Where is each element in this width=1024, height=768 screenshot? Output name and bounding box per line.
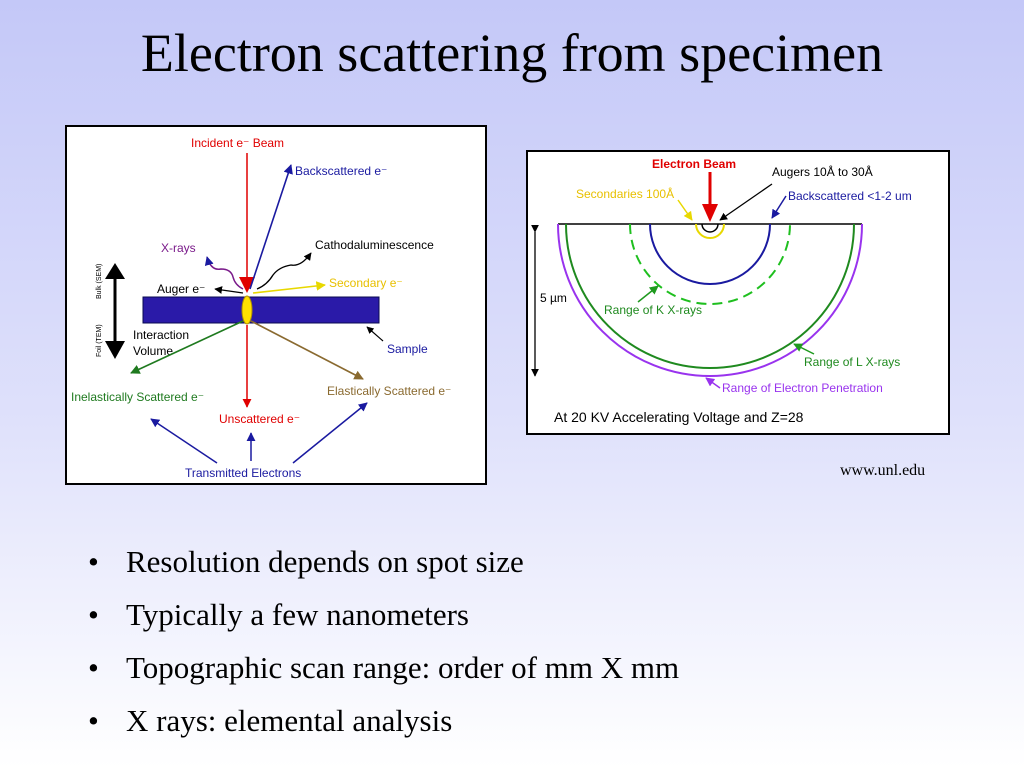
bullet-item: • Resolution depends on spot size: [84, 535, 679, 588]
sample-label: Sample: [387, 342, 428, 356]
auger-arrow: [214, 286, 244, 294]
bullet-item: • Typically a few nanometers: [84, 588, 679, 641]
interaction-volume: [241, 295, 253, 325]
range-l-label: Range of L X-rays: [804, 355, 900, 369]
l-xray-range-arc: [565, 223, 855, 369]
incident-beam-arrowhead: [239, 277, 255, 293]
foil-down-arrow: [105, 341, 125, 359]
sample-slab: [142, 296, 380, 324]
augers-pointer: [719, 183, 773, 221]
inelastic-arrow: [130, 320, 244, 374]
interaction-volume-label-1: Interaction: [133, 328, 189, 342]
depth-label: 5 µm: [540, 291, 567, 305]
secondaries-range-arc: [695, 223, 725, 239]
electron-beam-arrowhead: [702, 204, 718, 222]
backscattered-label: Backscattered e⁻: [295, 164, 387, 178]
backscatter-range-arc: [649, 223, 771, 285]
interaction-volume-label-2: Volume: [133, 344, 173, 358]
bullet-marker: •: [88, 650, 99, 685]
secondary-arrow: [252, 281, 326, 294]
xrays-label: X-rays: [161, 241, 196, 255]
secondaries-label: Secondaries 100Å: [576, 186, 674, 201]
inelastic-label: Inelastically Scattered e⁻: [71, 390, 204, 404]
bullet-text: Typically a few nanometers: [126, 597, 469, 632]
xrays-wavy-arrow: [204, 256, 244, 290]
elastic-arrow: [250, 320, 364, 380]
foil-tem-label: Foil (TEM): [96, 324, 103, 357]
bullet-text: Resolution depends on spot size: [126, 544, 524, 579]
bullet-marker: •: [88, 544, 99, 579]
electron-beam-label: Electron Beam: [652, 157, 736, 171]
augers-range-arc: [701, 223, 719, 233]
augers-label: Augers 10Å to 30Å: [772, 164, 873, 179]
k-xray-range-arc: [629, 223, 791, 305]
bullet-marker: •: [88, 597, 99, 632]
sample-pointer: [366, 326, 384, 342]
secondaries-pointer: [677, 199, 693, 221]
secondary-label: Secondary e⁻: [329, 276, 403, 290]
elastic-label: Elastically Scattered e⁻: [327, 384, 451, 398]
bullet-text: X rays: elemental analysis: [126, 703, 453, 738]
diagram-caption: At 20 KV Accelerating Voltage and Z=28: [554, 409, 804, 425]
range-k-pointer: [637, 285, 659, 303]
bullet-list: • Resolution depends on spot size • Typica…: [84, 535, 679, 747]
source-credit: www.unl.edu: [840, 462, 926, 479]
bullet-marker: •: [88, 703, 99, 738]
cathodoluminescence-label: Cathodaluminescence: [315, 238, 434, 252]
range-k-label: Range of K X-rays: [604, 303, 702, 317]
range-penetration-pointer: [705, 377, 721, 389]
bullet-item: • X rays: elemental analysis: [84, 694, 679, 747]
penetration-range-arc: [557, 223, 863, 377]
bullet-text: Topographic scan range: order of mm X mm: [126, 650, 680, 685]
transmitted-pointer-right: [292, 402, 368, 464]
transmitted-pointer-left: [150, 418, 218, 464]
bullet-item: • Topographic scan range: order of mm X m…: [84, 641, 679, 694]
cathodoluminescence-wavy-arrow: [256, 252, 312, 290]
range-penetration-label: Range of Electron Penetration: [722, 381, 883, 395]
backscattered-arrow: [249, 164, 293, 290]
transmitted-label: Transmitted Electrons: [185, 466, 301, 480]
range-l-pointer: [793, 343, 815, 355]
electron-interaction-diagram: Incident e⁻ Beam Backscattered e⁻ X-rays…: [65, 125, 487, 485]
bulk-up-arrow: [105, 263, 125, 279]
penetration-range-diagram: Electron Beam Augers 10Å to 30Å Secondar…: [526, 150, 950, 435]
incident-beam-label: Incident e⁻ Beam: [191, 136, 284, 150]
unscattered-label: Unscattered e⁻: [219, 412, 300, 426]
slide-title: Electron scattering from specimen: [140, 23, 884, 83]
backscattered-pointer: [771, 195, 787, 219]
backscattered-range-label: Backscattered <1-2 um: [788, 189, 912, 203]
auger-label: Auger e⁻: [157, 282, 205, 296]
bulk-sem-label: Bulk (SEM): [96, 264, 103, 299]
